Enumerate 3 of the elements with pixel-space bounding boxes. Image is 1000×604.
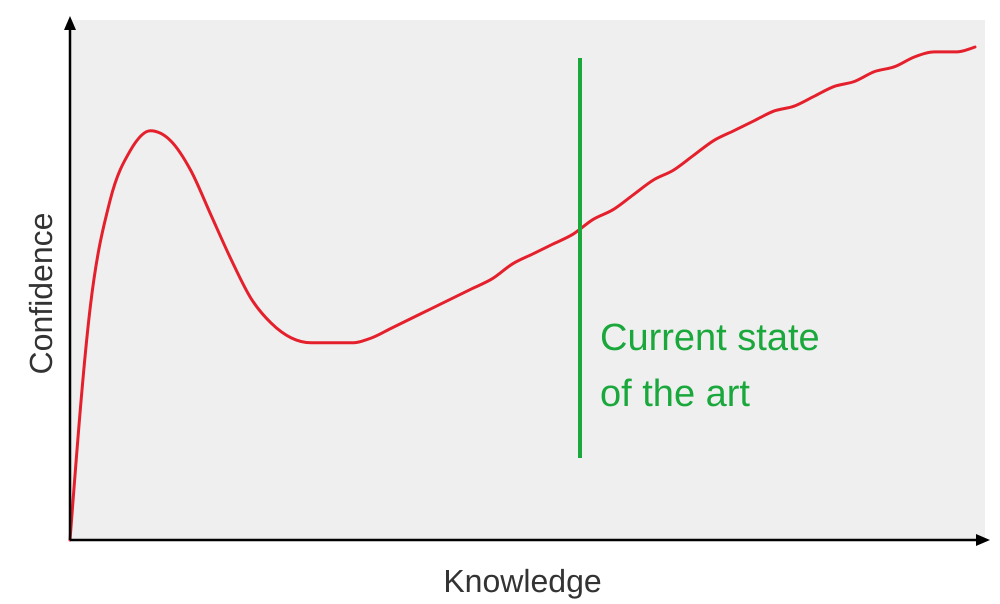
x-axis-title: Knowledge bbox=[443, 563, 602, 599]
y-axis-title: Confidence bbox=[23, 212, 59, 374]
annotation: Current state of the art bbox=[600, 317, 820, 415]
